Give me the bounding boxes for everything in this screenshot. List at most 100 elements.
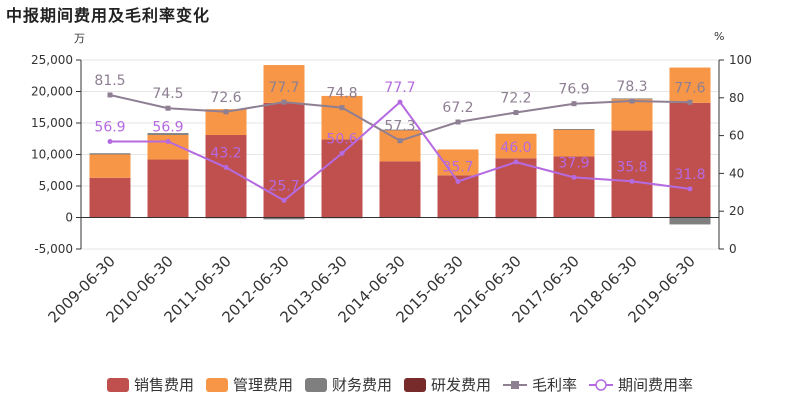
left-axis-tick-label: -5,000 [34,242,73,256]
sales-bar [89,177,131,218]
legend-label-admin: 管理费用 [232,376,293,394]
legend-item-gross-margin[interactable]: 毛利率 [503,374,577,395]
sales-bar [495,158,537,218]
admin-bar [379,129,421,162]
expense-ratio-label: 46.0 [500,140,531,156]
right-axis-tick-label: 100 [729,53,752,67]
legend-swatch-sales [106,377,129,392]
expense-ratio-marker [281,197,287,203]
gross-margin-marker [339,105,345,111]
gross-margin-label: 76.9 [558,82,589,98]
expense-ratio-marker [339,150,345,156]
gross-margin-marker [223,109,229,115]
expense-ratio-label: 56.9 [94,119,125,135]
sales-bar [147,159,189,218]
finance-bar [147,133,189,135]
finance-bar [379,129,421,131]
gross-margin-label: 81.5 [94,73,125,89]
gross-margin-marker [513,110,519,116]
admin-bar [495,133,537,159]
legend-swatch-expense-ratio [589,378,614,391]
chart-legend: 销售费用 管理费用 财务费用 研发费用 毛利率 期间费用率 [0,374,800,395]
expense-ratio-marker [687,186,693,192]
admin-bar [321,95,363,140]
expense-ratio-label: 25.7 [268,178,299,194]
gross-margin-marker [571,101,577,107]
expense-ratio-marker [629,178,635,184]
finance-bar [89,153,131,155]
legend-label-rnd: 研发费用 [431,376,492,394]
legend-swatch-finance [304,377,327,392]
right-axis-tick-label: 80 [729,91,744,105]
gross-margin-label: 57.3 [384,119,415,135]
gross-margin-marker [455,119,461,125]
gross-margin-marker [165,105,171,111]
legend-item-expense-ratio[interactable]: 期间费用率 [589,374,693,395]
gross-margin-label: 77.7 [268,80,299,96]
legend-item-finance[interactable]: 财务费用 [304,374,392,395]
sales-bar [379,161,421,218]
gross-margin-label: 72.6 [210,90,241,106]
expense-ratio-marker [455,179,461,185]
admin-bar [553,129,595,157]
left-axis-tick-label: 20,000 [31,85,73,99]
legend-swatch-gross-margin [503,380,528,389]
sales-bar [611,130,653,218]
legend-item-admin[interactable]: 管理费用 [205,374,293,395]
gross-margin-marker [397,138,403,144]
gross-margin-label: 74.8 [326,86,357,102]
expense-ratio-label: 35.8 [616,159,647,175]
expense-ratio-marker [397,99,403,105]
gross-margin-marker [687,99,693,105]
right-axis-tick-label: 60 [729,129,744,143]
expense-ratio-label: 50.6 [326,131,357,147]
legend-item-rnd[interactable]: 研发费用 [404,374,491,395]
left-axis-tick-label: 25,000 [31,53,73,67]
legend-swatch-admin [205,377,228,392]
admin-bar [611,99,653,131]
expense-ratio-label: 35.7 [442,160,473,176]
chart-title: 中报期间费用及毛利率变化 [6,6,211,25]
admin-bar [263,65,305,103]
expense-ratio-label: 31.8 [674,167,705,183]
expense-ratio-marker [513,159,519,165]
right-axis-tick-label: 20 [729,204,744,218]
expense-ratio-label: 56.9 [152,119,183,135]
legend-label-finance: 财务费用 [331,376,392,394]
left-axis-tick-label: 15,000 [31,116,73,130]
gross-margin-label: 78.3 [616,79,647,95]
legend-label-sales: 销售费用 [133,376,194,394]
sales-bar [553,156,595,218]
expense-ratio-marker [165,138,171,144]
gross-margin-label: 72.2 [500,91,531,107]
right-axis-unit: % [714,30,725,43]
gross-margin-label: 77.6 [674,80,705,96]
gross-margin-marker [281,99,287,105]
admin-bar [669,67,711,103]
expense-ratio-marker [107,138,113,144]
expense-ratio-label: 43.2 [210,145,241,161]
left-axis-unit: 万 [74,32,85,45]
left-axis-tick-label: 0 [65,211,73,225]
expense-ratio-marker [571,174,577,180]
right-axis-tick-label: 40 [729,166,744,180]
gross-margin-label: 74.5 [152,86,183,102]
left-axis-tick-label: 10,000 [31,148,73,162]
finance-bar [669,217,711,225]
admin-bar [89,154,131,178]
expense-ratio-marker [223,164,229,170]
left-axis-tick-label: 5,000 [39,179,73,193]
sales-bar [669,102,711,218]
gross-margin-label: 67.2 [442,100,473,116]
legend-swatch-rnd [404,377,426,392]
finance-bar [553,128,595,130]
legend-item-sales[interactable]: 销售费用 [106,374,194,395]
legend-label-expense-ratio: 期间费用率 [618,376,694,394]
expense-ratio-label: 37.9 [558,155,589,171]
expense-ratio-label: 77.7 [384,80,415,96]
finance-bar [263,217,305,220]
gross-margin-marker [629,98,635,104]
right-axis-tick-label: 0 [729,242,737,256]
gross-margin-marker [107,92,113,98]
